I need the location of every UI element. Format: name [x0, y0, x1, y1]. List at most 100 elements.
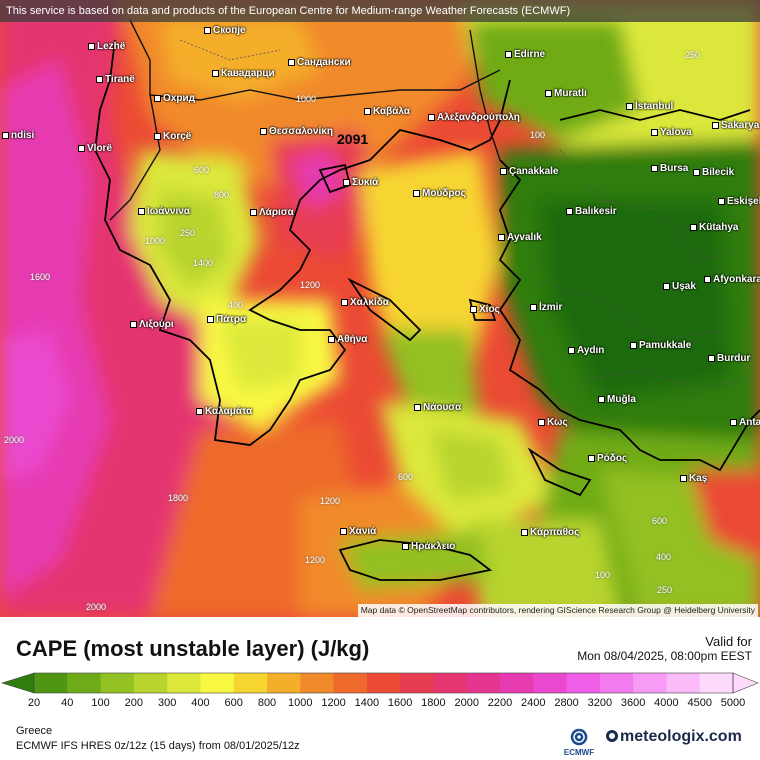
meteologix-logo-text: meteologix.com — [620, 728, 742, 745]
city-marker-icon — [260, 127, 267, 135]
city-marker-icon — [566, 207, 573, 215]
city-marker-icon — [498, 233, 505, 241]
city-label: Sakarya — [712, 120, 759, 131]
ecmwf-banner: This service is based on data and produc… — [0, 0, 760, 22]
colorbar-tick-label: 3200 — [587, 697, 613, 709]
colorbar-tick-label: 5000 — [720, 697, 746, 709]
city-label: Ηράκλειο — [402, 541, 455, 552]
contour-label: 2000 — [4, 435, 25, 445]
city-marker-icon — [690, 223, 697, 231]
city-label: Λιξούρι — [130, 319, 174, 330]
valid-label: Valid for — [705, 634, 752, 649]
city-label: Скопје — [204, 25, 246, 36]
city-label: Ρόδος — [588, 453, 627, 464]
city-label: Кавадарци — [212, 68, 275, 79]
city-label: Afyonkarahisar — [704, 274, 760, 285]
colorbar-arrow-high — [732, 672, 759, 694]
city-label: Vlorë — [78, 143, 112, 154]
city-label: Balıkesir — [566, 206, 617, 217]
city-label: Tiranë — [96, 74, 135, 85]
colorbar-tick-label: 4000 — [654, 697, 679, 709]
city-label: Κάρπαθος — [521, 527, 579, 538]
city-marker-icon — [328, 335, 335, 343]
colorbar-tick-label: 300 — [157, 697, 177, 709]
city-label: Сандански — [288, 57, 351, 68]
contour-label: 400 — [656, 552, 672, 562]
city-marker-icon — [212, 69, 219, 77]
cape-field — [0, 0, 760, 617]
city-marker-icon — [730, 418, 737, 426]
city-label: Kaş — [680, 473, 707, 484]
city-label: Edirne — [505, 49, 545, 60]
colorbar-tick-label: 1400 — [354, 697, 380, 709]
colorbar-tick-label: 600 — [224, 697, 243, 709]
city-label: Ιωάννινα — [138, 206, 190, 217]
contour-label: 1400 — [193, 258, 214, 268]
map-attribution: Map data © OpenStreetMap contributors, r… — [357, 604, 758, 617]
city-marker-icon — [428, 113, 435, 121]
city-label: İzmir — [530, 302, 562, 313]
city-marker-icon — [588, 454, 595, 462]
city-marker-icon — [630, 341, 637, 349]
city-marker-icon — [505, 50, 512, 58]
ecmwf-logo-text: ECMWF — [563, 748, 595, 757]
city-marker-icon — [538, 418, 545, 426]
ecmwf-logo-icon — [570, 728, 588, 746]
city-label: Bilecik — [693, 167, 734, 178]
model-run-label: ECMWF IFS HRES 0z/12z (15 days) from 08/… — [16, 740, 300, 752]
city-marker-icon — [470, 305, 477, 313]
city-label: Κως — [538, 417, 568, 428]
colorbar-cell — [666, 673, 701, 693]
colorbar-cell — [433, 673, 468, 693]
region-label: Greece — [16, 725, 53, 737]
city-marker-icon — [96, 75, 103, 83]
colorbar-tick-label: 1000 — [288, 697, 313, 709]
colorbar-cell — [333, 673, 368, 693]
city-label: Muratlı — [545, 88, 587, 99]
colorbar-cell — [500, 673, 534, 693]
city-marker-icon — [130, 320, 137, 328]
colorbar-cell — [167, 673, 201, 693]
coastlines — [94, 39, 760, 581]
city-label: Συκιά — [343, 177, 378, 188]
city-label: Νάουσα — [414, 402, 461, 413]
colorbar-outline — [33, 672, 734, 694]
city-marker-icon — [88, 42, 95, 50]
color-scale-ticks: 20 40 100 200 300 400 600 800 1000 1200 1400 1600 18… — [0, 697, 760, 711]
city-marker-icon — [718, 197, 725, 205]
colorbar-tick-label: 20 — [27, 697, 41, 709]
city-label: Αθήνα — [328, 334, 367, 345]
city-marker-icon — [663, 282, 670, 290]
contour-label: 600 — [194, 165, 210, 175]
colorbar-tick-label: 3600 — [620, 697, 646, 709]
meteologix-logo[interactable]: meteologix.com — [606, 728, 742, 746]
city-label: Çanakkale — [500, 166, 558, 177]
city-label: Πάτρα — [207, 314, 246, 325]
contour-label: 100 — [530, 130, 546, 140]
colorbar-tick-label: 40 — [61, 697, 74, 709]
colorbar-tick-label: 200 — [124, 697, 144, 709]
valid-time: Mon 08/04/2025, 08:00pm EEST — [577, 649, 752, 663]
city-label: Καβάλα — [364, 106, 410, 117]
city-marker-icon — [250, 208, 257, 216]
city-label: Aydın — [568, 345, 604, 356]
city-marker-icon — [196, 407, 203, 415]
colorbar-cell — [233, 673, 268, 693]
colorbar-cell — [599, 673, 634, 693]
ecmwf-logo: ECMWF — [558, 728, 600, 757]
contour-label: 1200 — [320, 496, 341, 506]
city-marker-icon — [204, 26, 211, 34]
colorbar-cell — [300, 673, 335, 693]
city-marker-icon — [154, 132, 161, 140]
colorbar-tick-label: 1200 — [321, 697, 346, 709]
colorbar-tick-label: 2000 — [454, 697, 479, 709]
city-marker-icon — [704, 275, 711, 283]
contour-label: 250 — [685, 50, 701, 60]
city-label: Θεσσαλονίκη — [260, 126, 333, 137]
city-label: ndisi — [2, 130, 34, 141]
colorbar-cell — [466, 673, 501, 693]
colorbar-cell — [633, 673, 667, 693]
colorbar-tick-label: 800 — [257, 697, 277, 709]
color-scale-bar — [0, 672, 759, 694]
city-label: Μούδρος — [413, 188, 466, 199]
